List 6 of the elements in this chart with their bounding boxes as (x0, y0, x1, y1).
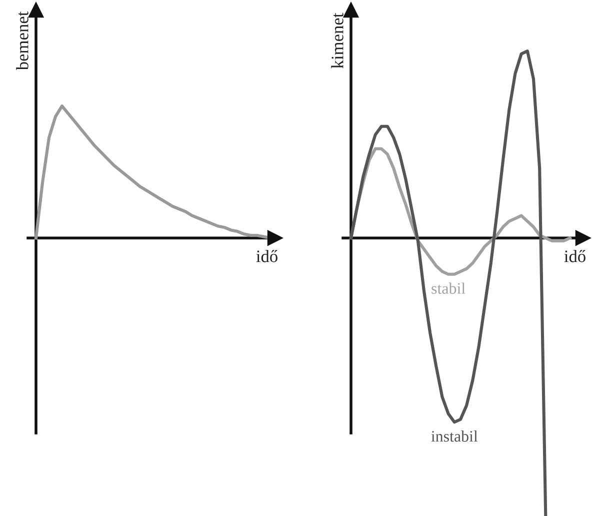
series-label: stabil (432, 282, 466, 294)
y-axis-title: bemenet (16, 11, 28, 70)
x-axis-title: idő (256, 250, 278, 262)
x-axis-title: idő (564, 250, 586, 262)
y-axis-title: kimenet (331, 12, 344, 68)
series-label: instabil (431, 430, 478, 442)
